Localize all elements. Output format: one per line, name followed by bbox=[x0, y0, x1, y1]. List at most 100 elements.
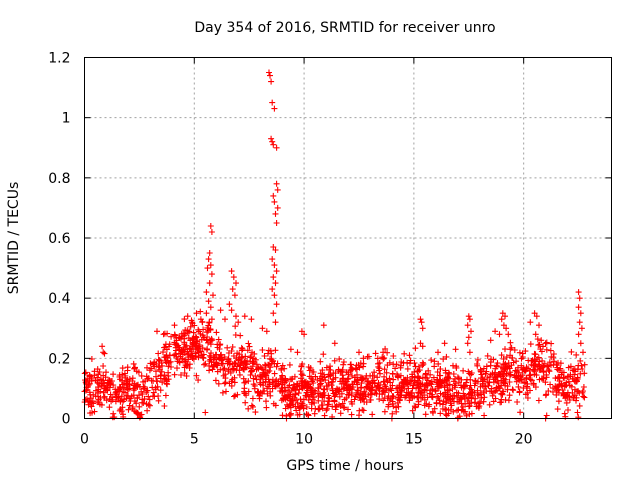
data-point bbox=[86, 389, 93, 396]
data-point bbox=[86, 373, 93, 380]
data-point bbox=[427, 380, 434, 387]
data-point bbox=[207, 354, 214, 361]
data-point bbox=[545, 388, 552, 394]
data-point bbox=[261, 353, 268, 359]
data-point bbox=[563, 379, 570, 386]
data-point bbox=[183, 373, 190, 379]
data-point bbox=[295, 390, 302, 397]
data-point bbox=[409, 385, 416, 392]
data-point bbox=[217, 307, 224, 314]
data-point bbox=[442, 406, 449, 412]
data-point bbox=[103, 397, 110, 404]
data-point bbox=[246, 343, 253, 350]
data-point bbox=[331, 357, 338, 364]
data-point bbox=[164, 330, 171, 337]
data-point bbox=[550, 354, 557, 361]
data-point bbox=[150, 389, 157, 396]
x-tick-label: 20 bbox=[515, 432, 533, 448]
data-point bbox=[393, 385, 400, 392]
data-point bbox=[460, 367, 467, 374]
data-point bbox=[219, 389, 226, 396]
data-point bbox=[325, 401, 332, 408]
data-point bbox=[299, 402, 306, 409]
data-point bbox=[488, 356, 495, 363]
data-point bbox=[214, 368, 221, 375]
data-point bbox=[82, 369, 89, 376]
data-point bbox=[324, 405, 331, 412]
data-point bbox=[305, 381, 312, 388]
data-point bbox=[356, 364, 363, 371]
data-point bbox=[262, 378, 269, 385]
data-point bbox=[311, 399, 318, 406]
data-point bbox=[524, 395, 531, 401]
data-point bbox=[235, 356, 242, 363]
data-point bbox=[106, 395, 113, 402]
data-point bbox=[367, 396, 374, 403]
data-point bbox=[568, 348, 575, 355]
data-point bbox=[579, 389, 586, 396]
data-point bbox=[293, 407, 300, 414]
data-point bbox=[261, 370, 268, 377]
data-point bbox=[236, 351, 243, 358]
data-point bbox=[268, 350, 275, 357]
data-point bbox=[383, 369, 390, 376]
data-point bbox=[496, 385, 503, 391]
data-point bbox=[221, 365, 228, 372]
data-point bbox=[97, 376, 104, 383]
data-point bbox=[454, 407, 460, 414]
data-point bbox=[271, 105, 278, 112]
data-point bbox=[119, 371, 126, 378]
data-point bbox=[354, 371, 360, 378]
data-point bbox=[135, 369, 142, 376]
data-point bbox=[303, 392, 310, 399]
data-point bbox=[131, 380, 138, 387]
data-point bbox=[361, 399, 368, 405]
data-point bbox=[576, 402, 583, 409]
data-point bbox=[548, 340, 555, 347]
data-point bbox=[492, 369, 498, 376]
data-point bbox=[456, 379, 462, 386]
data-point bbox=[266, 69, 272, 76]
data-point bbox=[133, 400, 140, 407]
data-point bbox=[453, 363, 460, 370]
data-point bbox=[279, 372, 286, 379]
data-point bbox=[474, 356, 481, 363]
data-point bbox=[543, 374, 550, 381]
data-point bbox=[463, 379, 470, 386]
data-point bbox=[154, 328, 160, 335]
data-point bbox=[190, 329, 197, 336]
data-point bbox=[415, 389, 422, 396]
data-point bbox=[247, 372, 254, 378]
data-point bbox=[351, 396, 358, 403]
data-point bbox=[147, 360, 154, 367]
data-point bbox=[266, 380, 273, 387]
data-point bbox=[222, 316, 228, 323]
data-point bbox=[575, 304, 582, 311]
data-point bbox=[503, 325, 510, 332]
data-point bbox=[357, 360, 364, 367]
data-point bbox=[416, 375, 423, 382]
data-point bbox=[307, 389, 314, 396]
data-point bbox=[543, 339, 550, 346]
data-point bbox=[181, 357, 188, 364]
data-point bbox=[464, 322, 471, 329]
data-point bbox=[503, 354, 510, 361]
data-point bbox=[253, 361, 260, 368]
data-point bbox=[205, 327, 212, 334]
data-point bbox=[498, 316, 505, 323]
data-point bbox=[98, 382, 105, 389]
data-point bbox=[119, 377, 125, 384]
data-point bbox=[155, 350, 162, 357]
data-point bbox=[323, 383, 330, 390]
data-point bbox=[382, 383, 389, 390]
data-point bbox=[502, 346, 508, 353]
data-point bbox=[189, 335, 196, 342]
data-point bbox=[437, 400, 443, 407]
data-point bbox=[242, 399, 249, 406]
data-point bbox=[195, 353, 202, 360]
data-point bbox=[506, 379, 513, 385]
data-point bbox=[106, 404, 113, 411]
data-point bbox=[482, 383, 489, 390]
data-point bbox=[320, 322, 327, 329]
data-point bbox=[389, 393, 396, 400]
